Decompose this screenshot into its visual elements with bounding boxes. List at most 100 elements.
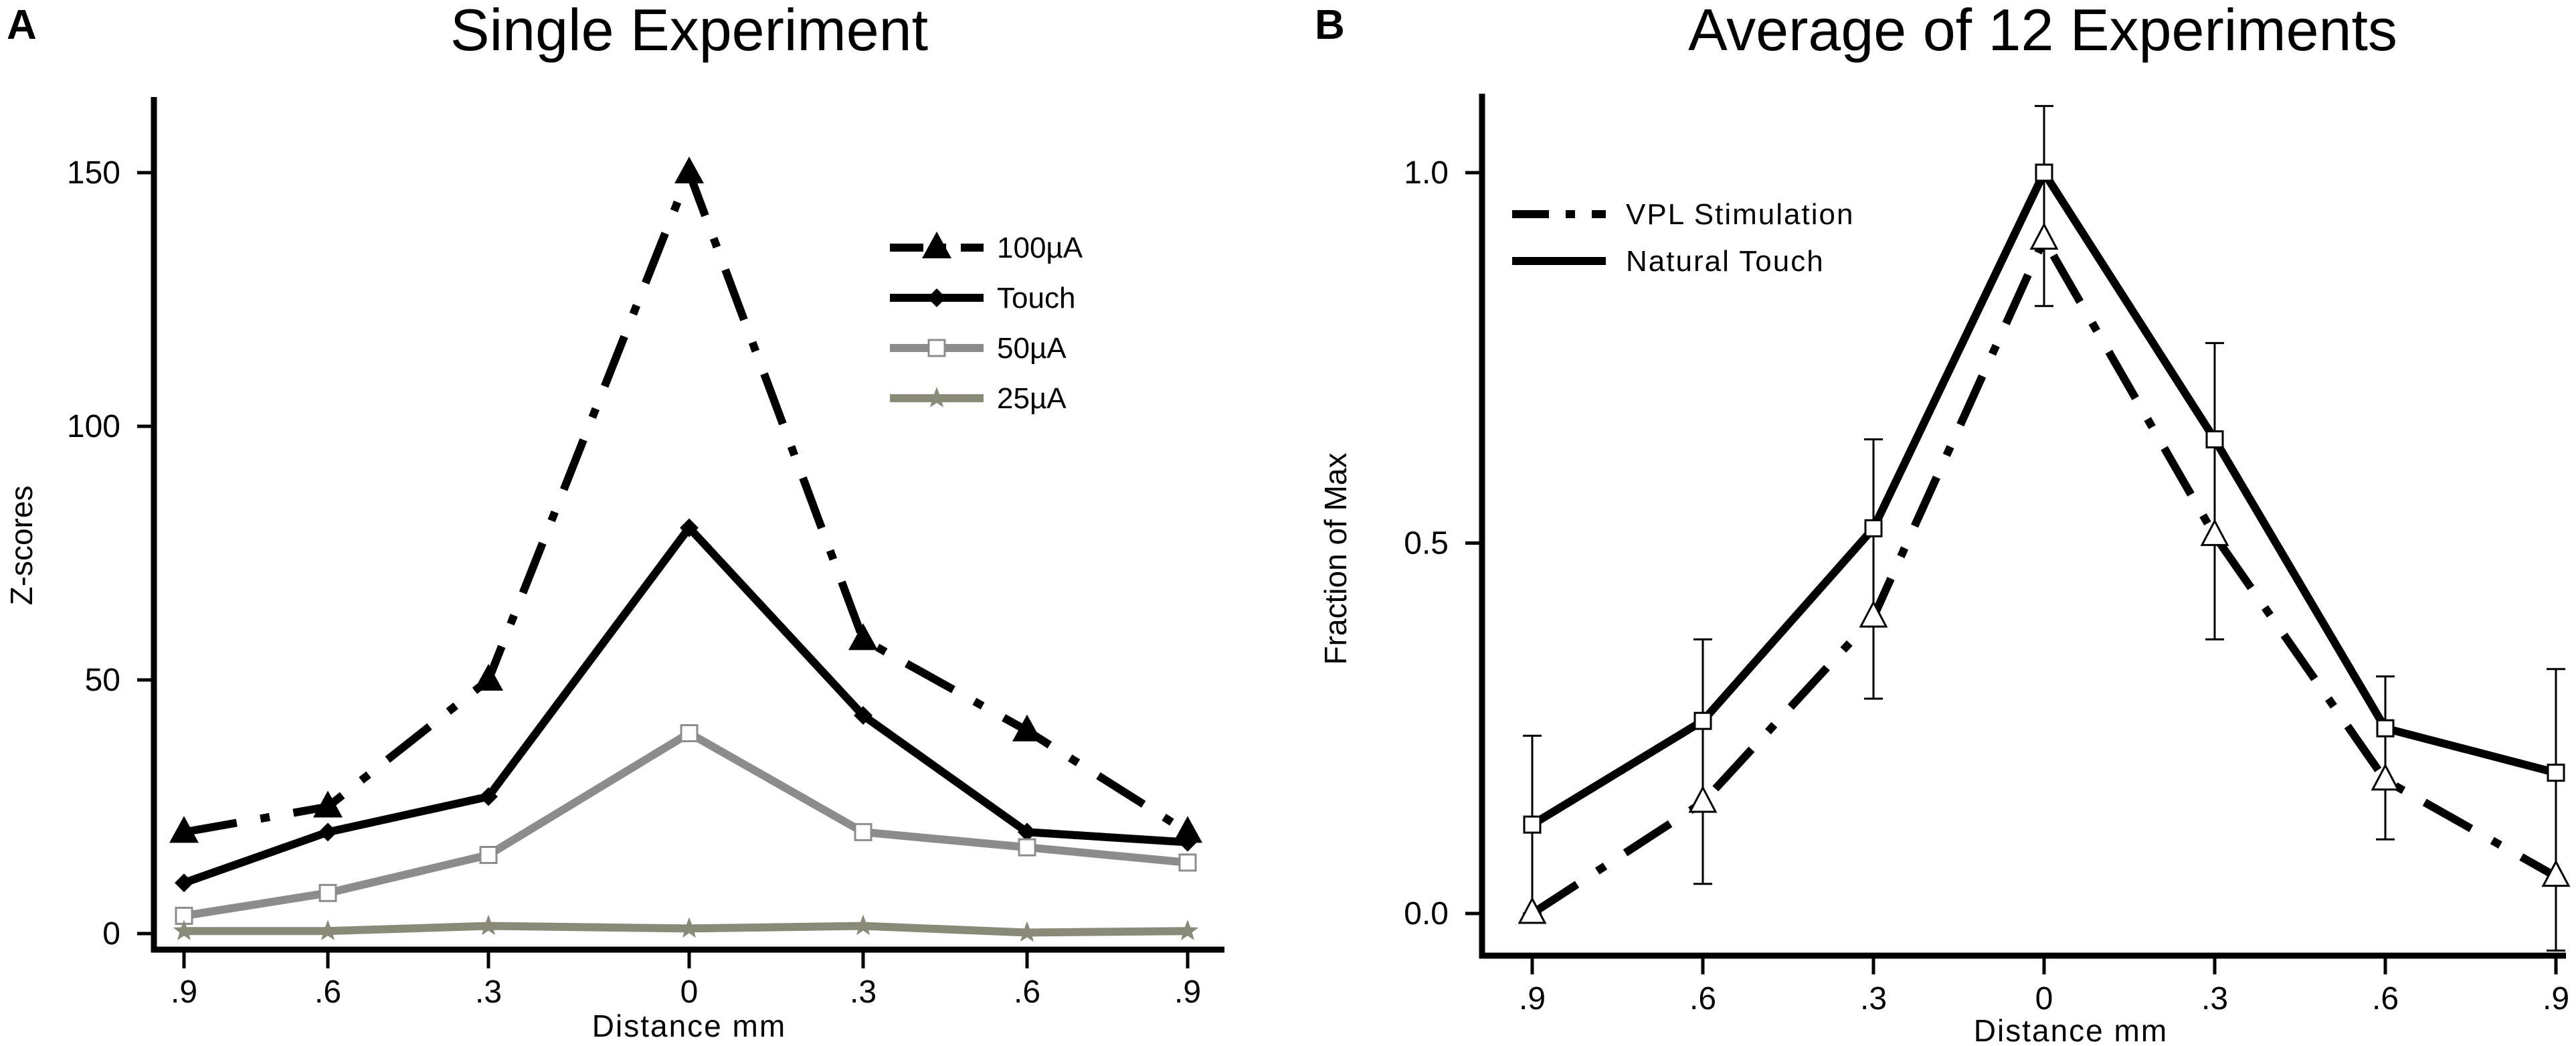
panel-b-series xyxy=(1517,163,2571,924)
data-point xyxy=(2541,859,2571,887)
panel-a-title: Single Experiment xyxy=(450,0,928,63)
data-point xyxy=(1523,815,1542,834)
y-tick-label: 150 xyxy=(67,155,120,191)
y-tick-label: 50 xyxy=(85,663,120,698)
error-bar xyxy=(2376,675,2395,841)
panel-a-xlabel: Distance mm xyxy=(592,1009,786,1043)
data-point xyxy=(169,816,199,843)
legend-label: VPL Stimulation xyxy=(1626,198,1854,231)
x-tick-label: .6 xyxy=(2372,981,2399,1017)
panel-b-ylabel: Fraction of Max xyxy=(1318,453,1353,665)
data-point xyxy=(175,873,193,893)
x-tick-label: .6 xyxy=(1689,981,1716,1017)
data-point xyxy=(2035,163,2053,182)
data-point xyxy=(2205,430,2224,449)
x-tick-label: .3 xyxy=(475,974,502,1010)
x-tick-label: .9 xyxy=(2543,981,2569,1017)
x-tick-label: .6 xyxy=(314,974,341,1010)
data-point xyxy=(1012,714,1042,742)
data-point xyxy=(674,157,704,183)
error-bar xyxy=(2205,342,2224,640)
panel-b-title: Average of 12 Experiments xyxy=(1688,0,2397,63)
data-point xyxy=(477,914,500,936)
panel-b-xlabel: Distance mm xyxy=(1974,1013,2168,1046)
legend-label: Touch xyxy=(997,282,1075,315)
legend-label: 25µA xyxy=(997,382,1067,415)
y-tick-label: 100 xyxy=(67,409,120,444)
panel-b: B Average of 12 Experiments Fraction of … xyxy=(1315,0,2571,1046)
data-point xyxy=(1859,600,1888,628)
data-point xyxy=(173,920,195,940)
x-tick-label: .9 xyxy=(171,974,197,1010)
data-point xyxy=(1688,785,1718,813)
data-point xyxy=(479,787,498,806)
y-tick-label: 0.0 xyxy=(1404,896,1449,932)
legend-marker xyxy=(925,387,948,408)
data-point xyxy=(1176,920,1199,940)
panel-a: A Single Experiment Z-scores Distance mm… xyxy=(4,0,1224,1043)
legend-item: 50µA xyxy=(890,332,1067,365)
legend-label: 50µA xyxy=(997,332,1067,365)
x-tick-label: .3 xyxy=(1860,981,1887,1017)
data-point xyxy=(1173,816,1202,843)
panel-b-label: B xyxy=(1315,2,1345,48)
legend-item: VPL Stimulation xyxy=(1512,198,1854,231)
panel-a-label: A xyxy=(7,2,37,48)
series-2 xyxy=(175,518,1197,893)
data-point xyxy=(680,724,699,743)
y-tick-label: 0 xyxy=(102,916,120,952)
error-bar xyxy=(1864,438,1883,700)
data-point xyxy=(1018,822,1036,842)
legend-label: 100µA xyxy=(997,232,1083,264)
legend-marker xyxy=(927,339,946,357)
legend-item: Touch xyxy=(890,282,1075,315)
panel-a-ylabel: Z-scores xyxy=(4,486,39,606)
y-tick-label: 1.0 xyxy=(1404,155,1449,191)
data-point xyxy=(2371,763,2400,791)
series-2 xyxy=(1523,163,2565,834)
legend-item: 100µA xyxy=(890,232,1083,264)
legend-label: Natural Touch xyxy=(1626,245,1825,278)
x-tick-label: .9 xyxy=(1519,981,1546,1017)
data-point xyxy=(1864,519,1883,537)
error-bar xyxy=(2547,668,2565,952)
data-point xyxy=(1016,921,1038,942)
series-1 xyxy=(1517,222,2571,924)
data-point xyxy=(2376,719,2395,737)
data-point xyxy=(316,920,339,940)
data-point xyxy=(1018,838,1036,857)
x-tick-label: .3 xyxy=(2201,981,2228,1017)
data-point xyxy=(318,822,337,842)
panel-b-error-bars xyxy=(1523,104,2565,952)
error-bar xyxy=(2035,104,2053,307)
data-point xyxy=(678,917,701,938)
data-point xyxy=(2200,519,2229,546)
data-point xyxy=(1178,853,1197,872)
data-point xyxy=(1517,896,1547,924)
x-tick-label: 0 xyxy=(2035,981,2053,1017)
panel-a-x-ticks: .9 .6 .3 0 .3 .6 .9 xyxy=(171,951,1201,1010)
data-point xyxy=(2029,222,2059,250)
data-point xyxy=(313,790,343,818)
legend-marker xyxy=(927,288,946,307)
x-tick-label: .6 xyxy=(1014,974,1040,1010)
data-point xyxy=(479,846,498,865)
data-point xyxy=(1693,711,1712,730)
legend-item: Natural Touch xyxy=(1512,245,1825,278)
data-point xyxy=(2547,764,2565,782)
data-point xyxy=(854,706,872,725)
panel-b-y-ticks: 0.0 0.5 1.0 xyxy=(1404,155,1483,932)
x-tick-label: .3 xyxy=(850,974,877,1010)
panel-a-legend: 100µA Touch 50µA 25µA xyxy=(890,232,1083,415)
data-point xyxy=(680,518,699,537)
series-1 xyxy=(169,157,1202,843)
legend-item: 25µA xyxy=(890,382,1067,415)
panel-a-series xyxy=(169,157,1202,942)
panel-b-x-ticks: .9 .6 .3 0 .3 .6 .9 xyxy=(1519,957,2569,1017)
series-line xyxy=(1530,230,2558,918)
x-tick-label: 0 xyxy=(680,974,699,1010)
data-point xyxy=(848,623,878,650)
panel-a-y-ticks: 0 50 100 150 xyxy=(67,155,155,952)
error-bar xyxy=(1693,638,1712,885)
